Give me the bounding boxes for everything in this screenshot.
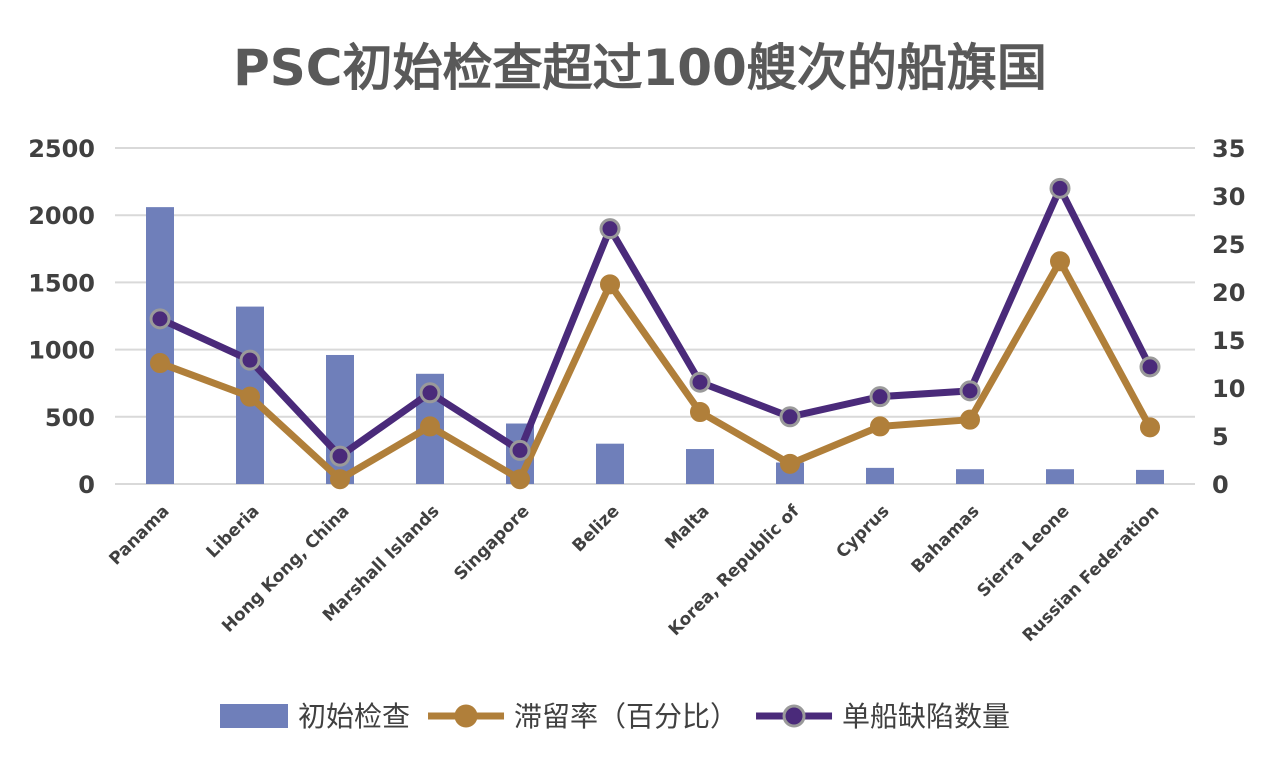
data-point [780,453,800,474]
bar [866,467,894,484]
data-point [240,386,260,407]
bar [146,207,174,485]
bar [1046,469,1074,484]
data-point [419,382,441,404]
category-label: Cyprus [832,501,893,562]
chart-title: PSC初始检查超过100艘次的船旗国 [233,39,1047,97]
series-line [156,257,1154,483]
legend-label: 滞留率（百分比） [514,700,738,733]
data-point [1049,177,1071,199]
legend-label: 单船缺陷数量 [842,700,1010,733]
bar [956,469,984,484]
left-tick-label: 2000 [28,202,95,230]
data-point [329,445,351,467]
left-tick-label: 500 [45,404,95,432]
category-label: Liberia [203,501,264,562]
data-point [870,416,890,437]
category-label: Malta [661,501,713,553]
left-axis-ticks: 0 500 1000 1500 2000 2500 [28,135,95,499]
right-tick-label: 15 [1212,327,1245,355]
left-tick-label: 0 [78,471,95,499]
category-label: Belize [569,501,624,556]
series-line [156,184,1154,460]
left-tick-label: 1000 [28,337,95,365]
right-tick-label: 20 [1212,279,1245,307]
category-label: Bahamas [908,501,984,577]
data-point [330,469,350,490]
category-label: Sierra Leone [974,501,1074,601]
data-point [600,274,620,295]
line-series [149,177,1161,490]
legend-label: 初始检查 [298,700,410,733]
right-tick-label: 0 [1212,471,1229,499]
data-point [959,380,981,402]
right-tick-label: 5 [1212,423,1229,451]
data-point [509,439,531,461]
right-axis-ticks: 0 5 10 15 20 25 30 35 [1212,135,1245,499]
data-point [869,386,891,408]
legend: 初始检查 滞留率（百分比） 单船缺陷数量 [220,700,1010,733]
data-point [239,349,261,371]
left-tick-label: 1500 [28,269,95,297]
bar [686,449,714,484]
category-label: Singapore [450,501,533,584]
legend-marker [782,704,806,728]
bar [596,443,624,484]
data-point [1050,251,1070,272]
right-tick-label: 30 [1212,183,1245,211]
data-point [1140,417,1160,438]
data-point [510,469,530,490]
legend-swatch [220,704,288,728]
data-point [779,406,801,428]
right-tick-label: 35 [1212,135,1245,163]
data-point [960,409,980,430]
legend-marker [454,704,478,728]
left-tick-label: 2500 [28,135,95,163]
right-tick-label: 10 [1212,375,1245,403]
data-point [690,402,710,422]
right-tick-label: 25 [1212,231,1245,259]
category-label: Panama [105,501,173,569]
data-point [149,308,171,330]
data-point [599,218,621,240]
bar [1136,469,1164,484]
data-point [420,416,440,437]
gridlines [115,147,1195,485]
data-point [150,353,170,374]
data-point [689,371,711,393]
data-point [1139,356,1161,378]
